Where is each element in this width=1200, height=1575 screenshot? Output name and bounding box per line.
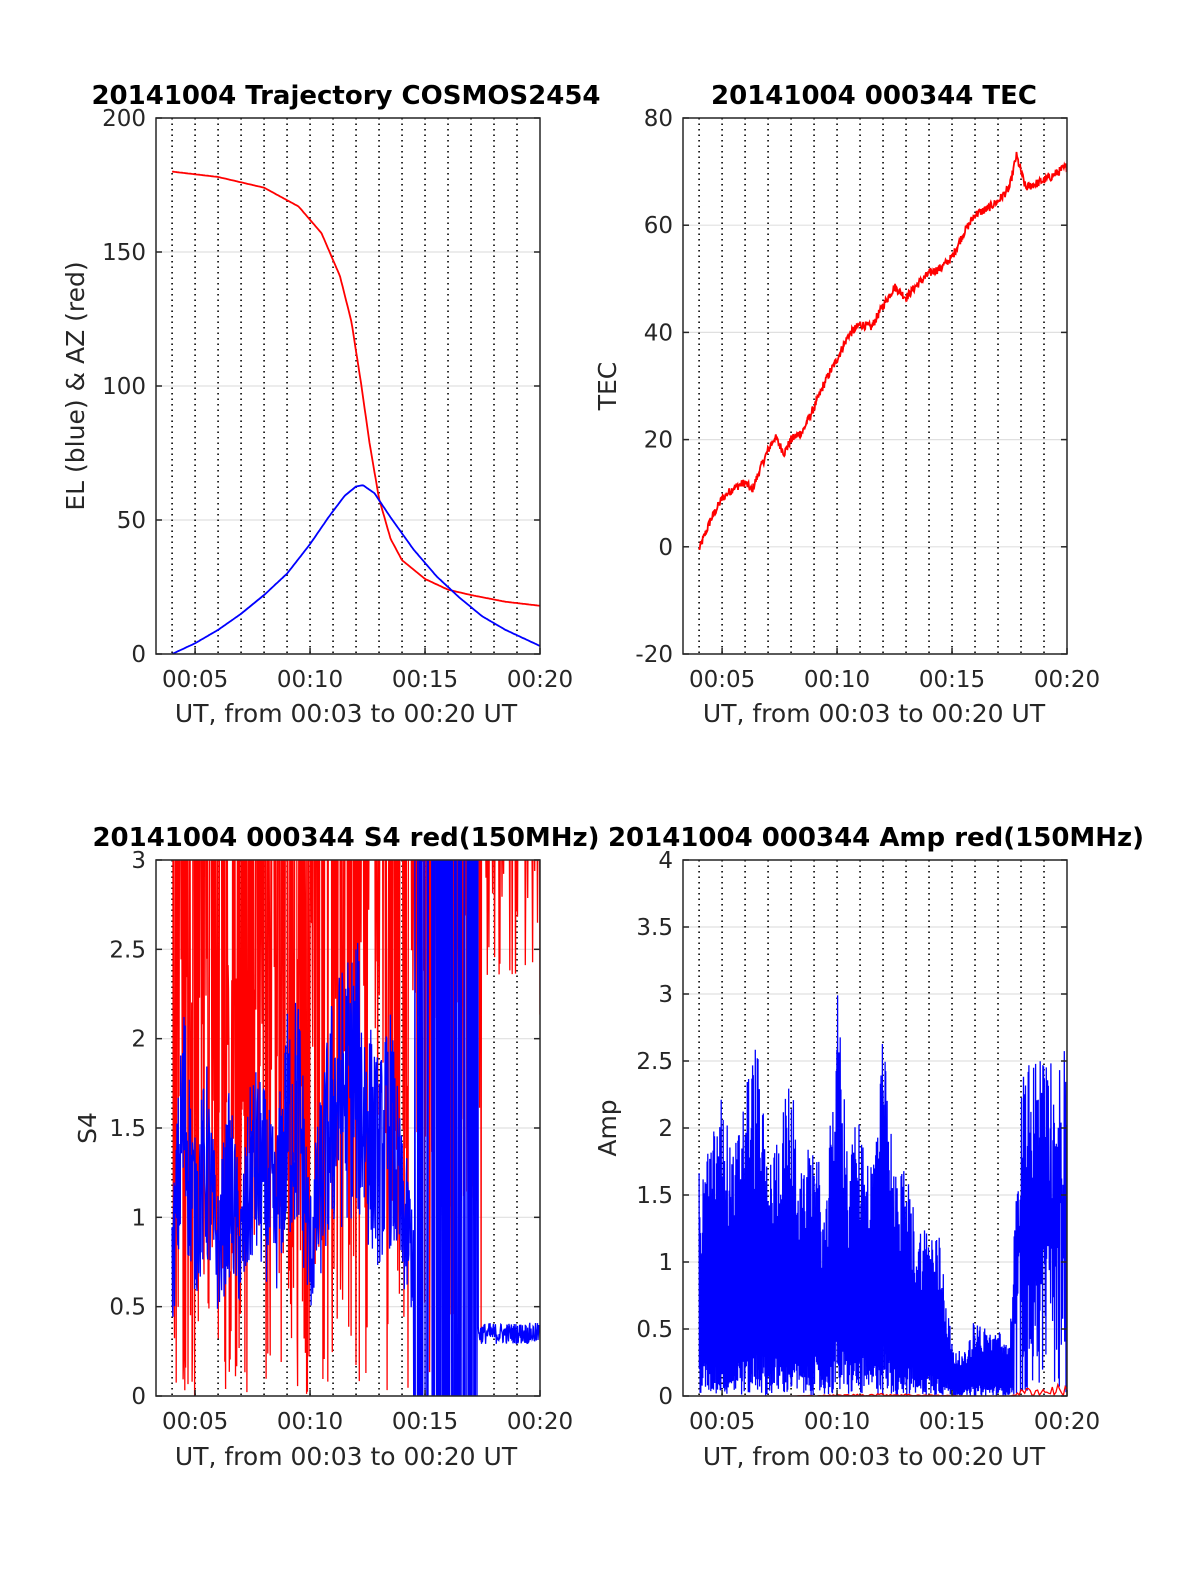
y-tick-label: 3 <box>131 848 146 874</box>
y-tick-label: 2.5 <box>109 937 146 963</box>
series-line-red <box>699 1382 1067 1396</box>
y-tick-label: 2 <box>131 1027 146 1053</box>
x-tick-label: 00:15 <box>392 1409 458 1435</box>
y-tick-label: 0.5 <box>636 1317 673 1343</box>
y-tick-label: 2.5 <box>636 1049 673 1075</box>
chart-title: 20141004 000344 Amp red(150MHz) <box>608 823 1144 853</box>
x-axis-label: UT, from 00:03 to 00:20 UT <box>703 1442 1046 1471</box>
y-tick-label: -20 <box>635 642 673 668</box>
y-tick-label: 60 <box>644 213 673 239</box>
x-tick-label: 00:20 <box>1034 667 1100 693</box>
x-tick-label: 00:20 <box>507 667 573 693</box>
y-tick-label: 0 <box>658 1384 673 1410</box>
y-tick-label: 0 <box>658 535 673 561</box>
x-tick-label: 00:05 <box>689 667 755 693</box>
x-tick-label: 00:10 <box>277 1409 343 1435</box>
series-line-red <box>172 860 540 1396</box>
y-tick-label: 1 <box>658 1250 673 1276</box>
x-tick-label: 00:05 <box>689 1409 755 1435</box>
axes-box <box>682 117 1068 655</box>
y-tick-label: 0 <box>131 642 146 668</box>
y-tick-label: 150 <box>102 240 146 266</box>
x-tick-label: 00:15 <box>392 667 458 693</box>
y-tick-label: 80 <box>644 106 673 132</box>
plot-area-tec: -20 0 20 40 60 80 00:05 00:10 00:15 00:20 <box>635 106 1100 693</box>
x-tick-label: 00:10 <box>804 1409 870 1435</box>
y-tick-label: 20 <box>644 428 673 454</box>
x-tick-label: 00:15 <box>919 1409 985 1435</box>
y-tick-label: 40 <box>644 320 673 346</box>
x-tick-label: 00:15 <box>919 667 985 693</box>
y-tick-label: 0 <box>131 1384 146 1410</box>
y-axis-label: EL (blue) & AZ (red) <box>61 261 90 510</box>
panel-s4: 20141004 000344 S4 red(150MHz) UT, from … <box>73 823 600 1471</box>
y-tick-label: 1 <box>131 1205 146 1231</box>
series-line-red <box>698 151 1067 551</box>
x-tick-label: 00:05 <box>162 1409 228 1435</box>
chart-title: 20141004 000344 S4 red(150MHz) <box>92 823 599 853</box>
plot-area-amp: 0 0.5 1 1.5 2 2.5 3 3.5 4 00:05 00:10 00:15 00:20 <box>636 848 1100 1435</box>
series-line-blue <box>171 860 540 1396</box>
x-tick-label: 00:20 <box>507 1409 573 1435</box>
chart-title: 20141004 Trajectory COSMOS2454 <box>91 81 600 111</box>
y-tick-label: 2 <box>658 1116 673 1142</box>
x-tick-label: 00:10 <box>277 667 343 693</box>
x-tick-label: 00:20 <box>1034 1409 1100 1435</box>
panel-amp: 20141004 000344 Amp red(150MHz) UT, from… <box>593 823 1144 1471</box>
y-tick-label: 1.5 <box>636 1183 673 1209</box>
x-axis-label: UT, from 00:03 to 00:20 UT <box>175 699 518 728</box>
y-tick-label: 50 <box>117 508 146 534</box>
panel-trajectory: 20141004 Trajectory COSMOS2454 UT, from … <box>61 81 601 728</box>
y-tick-label: 3 <box>658 982 673 1008</box>
series-line-blue <box>171 484 540 654</box>
y-tick-label: 0.5 <box>109 1295 146 1321</box>
plot-area-trajectory: 0 50 100 150 200 00:05 00:10 00:15 00:20 <box>102 106 573 693</box>
y-tick-label: 1.5 <box>109 1116 146 1142</box>
y-tick-label: 4 <box>658 848 673 874</box>
y-tick-label: 100 <box>102 374 146 400</box>
y-axis-label: TEC <box>593 362 622 412</box>
series-line-red <box>172 170 540 607</box>
x-axis-label: UT, from 00:03 to 00:20 UT <box>703 699 1046 728</box>
y-tick-label: 3.5 <box>636 915 673 941</box>
plot-area-s4: 0 0.5 1 1.5 2 2.5 3 00:05 00:10 00:15 00:20 <box>109 848 573 1435</box>
x-tick-label: 00:10 <box>804 667 870 693</box>
x-tick-label: 00:05 <box>162 667 228 693</box>
series-line-blue <box>698 995 1067 1396</box>
y-tick-label: 200 <box>102 106 146 132</box>
x-axis-label: UT, from 00:03 to 00:20 UT <box>175 1442 518 1471</box>
y-axis-label: Amp <box>593 1099 622 1156</box>
chart-title: 20141004 000344 TEC <box>711 81 1037 111</box>
y-axis-label: S4 <box>73 1112 102 1144</box>
panel-tec: 20141004 000344 TEC UT, from 00:03 to 00… <box>593 81 1100 728</box>
